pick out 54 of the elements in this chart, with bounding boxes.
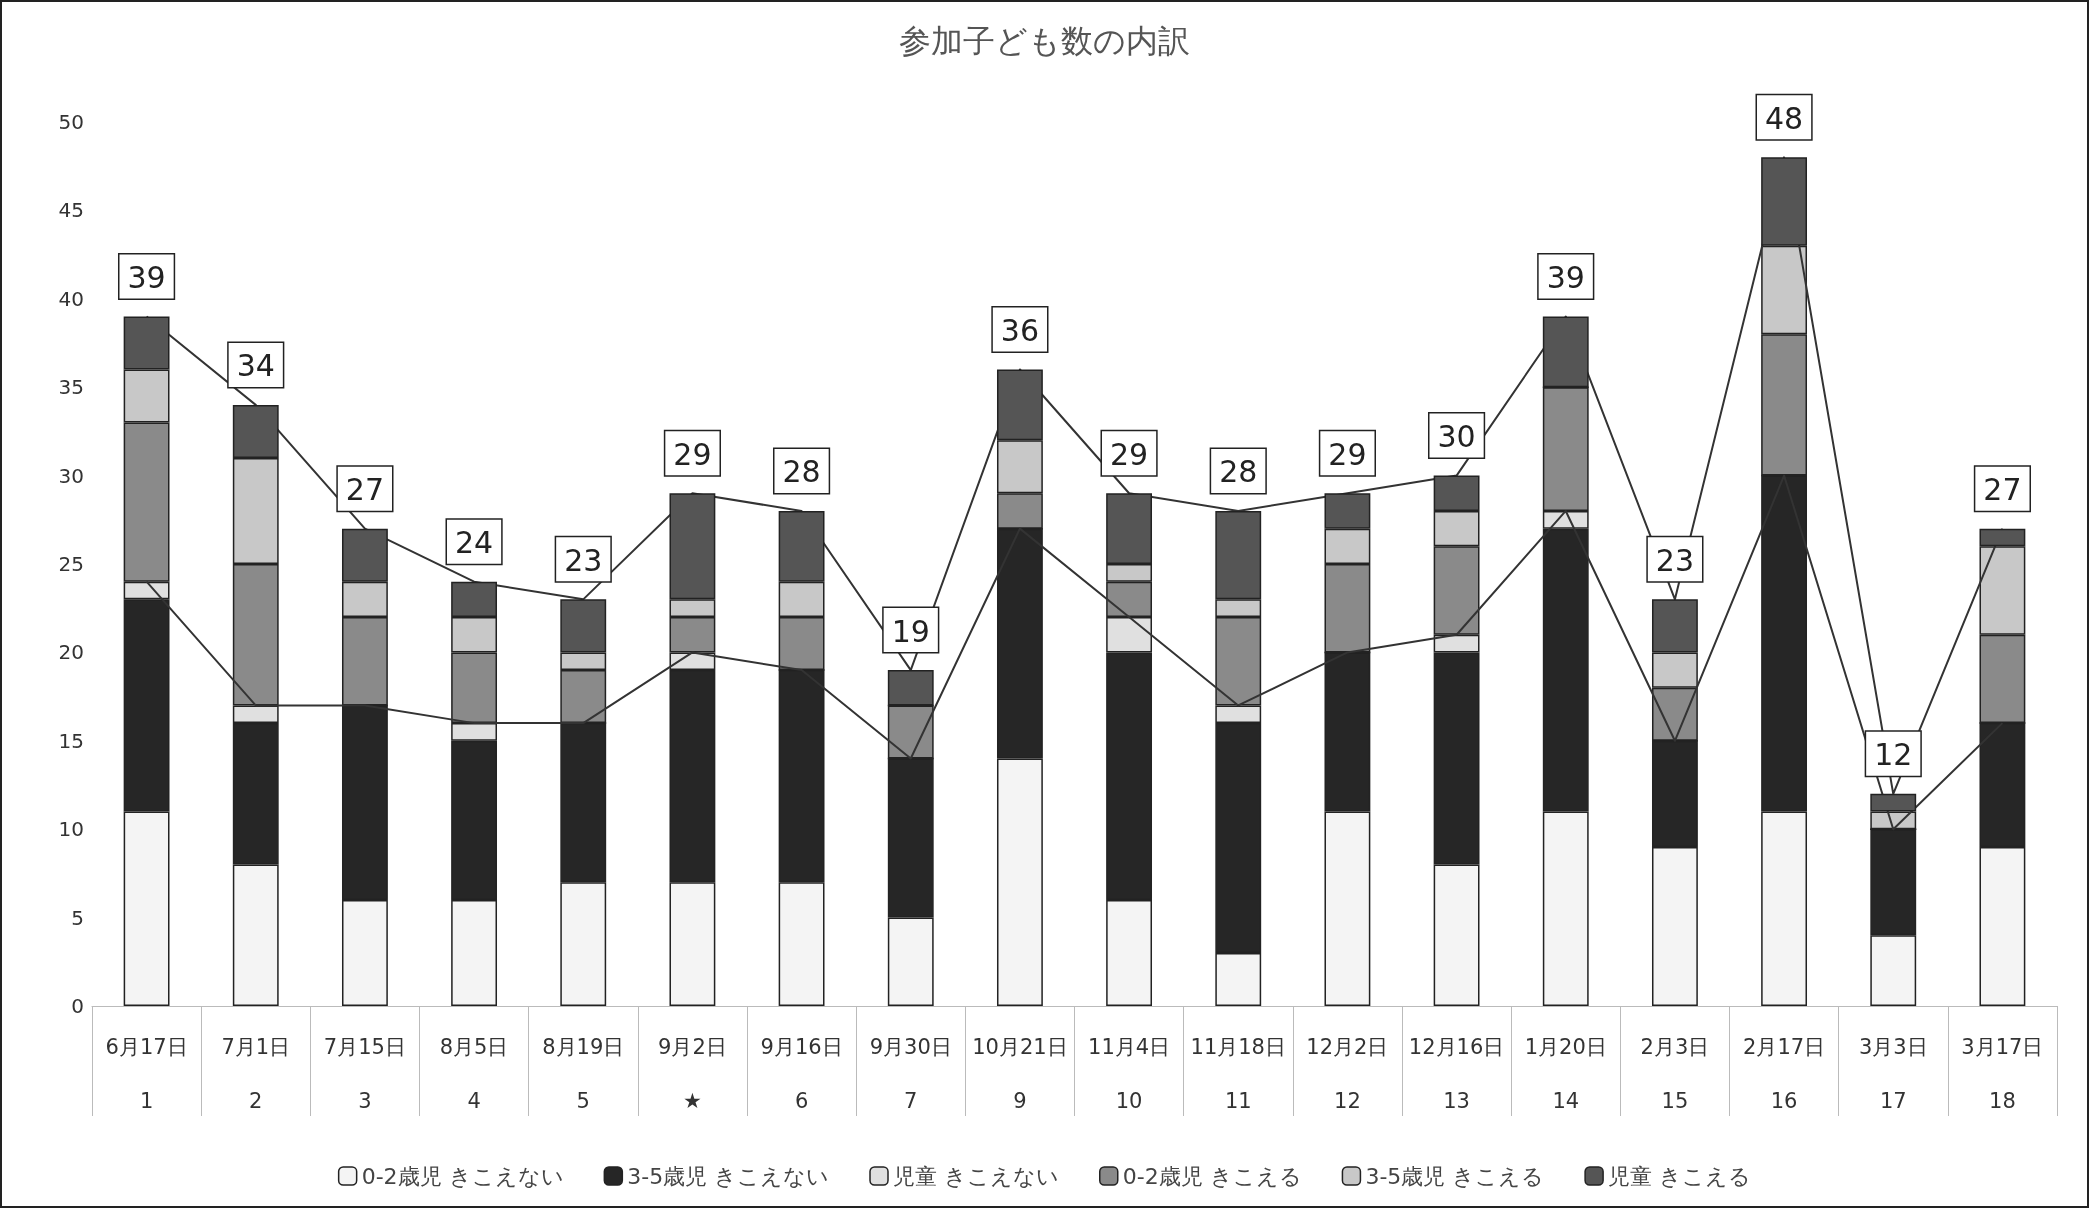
category-label: 10月21日 9 bbox=[972, 1035, 1068, 1113]
category-label: 3月3日 17 bbox=[1858, 1035, 1928, 1113]
y-tick-label: 25 bbox=[58, 552, 84, 576]
category-label: 11月18日 11 bbox=[1190, 1035, 1286, 1113]
total-label: 28 bbox=[782, 454, 821, 490]
y-tick-label: 35 bbox=[58, 375, 84, 400]
total-label: 39 bbox=[1546, 259, 1585, 295]
category-label: 12月2日 12 bbox=[1306, 1035, 1389, 1113]
total-label: 29 bbox=[1328, 436, 1367, 472]
y-tick-label: 40 bbox=[58, 286, 84, 311]
category-label: 2月17日 16 bbox=[1743, 1035, 1826, 1113]
total-label: 27 bbox=[345, 472, 385, 508]
total-label: 34 bbox=[236, 348, 275, 384]
y-tick-label: 45 bbox=[58, 198, 84, 223]
y-tick-label: 0 bbox=[71, 994, 84, 1018]
total-label: 23 bbox=[1655, 542, 1695, 578]
chart-title: 参加子ども数の内訳 bbox=[899, 22, 1190, 60]
total-label: 12 bbox=[1874, 737, 1913, 773]
y-tick-label: 20 bbox=[58, 640, 84, 665]
total-label: 36 bbox=[1000, 313, 1040, 349]
total-label: 39 bbox=[127, 259, 166, 295]
category-label: 7月15日 3 bbox=[323, 1035, 406, 1113]
legend-label: 0-2歳児 きこえる bbox=[1122, 1163, 1302, 1189]
category-label: 1月20日 14 bbox=[1524, 1035, 1607, 1113]
y-tick-label: 15 bbox=[58, 728, 84, 753]
category-label: 8月5日 4 bbox=[439, 1035, 509, 1113]
category-label: 9月16日 6 bbox=[760, 1035, 843, 1113]
y-tick-label: 30 bbox=[58, 463, 84, 488]
total-label: 48 bbox=[1764, 100, 1804, 136]
category-label: 2月3日 15 bbox=[1640, 1035, 1710, 1113]
total-label: 30 bbox=[1437, 419, 1476, 455]
total-label: 19 bbox=[891, 613, 930, 649]
category-label: 9月30日 7 bbox=[869, 1035, 952, 1113]
category-label: 6月17日 1 bbox=[105, 1035, 188, 1113]
category-label: 8月19日 5 bbox=[542, 1035, 625, 1113]
category-label: 3月17日 18 bbox=[1961, 1035, 2044, 1113]
legend-label: 0-2歳児 きこえない bbox=[361, 1163, 564, 1189]
total-label: 24 bbox=[454, 525, 494, 561]
legend-label: 児童 きこえる bbox=[1608, 1163, 1752, 1189]
category-label: 12月16日 13 bbox=[1408, 1035, 1505, 1113]
legend-label: 児童 きこえない bbox=[893, 1163, 1060, 1189]
y-tick-label: 10 bbox=[58, 817, 84, 842]
total-label: 28 bbox=[1219, 454, 1258, 490]
category-label: 11月4日 10 bbox=[1088, 1035, 1171, 1113]
y-tick-label: 50 bbox=[58, 110, 84, 134]
y-tick-label: 5 bbox=[71, 905, 84, 930]
total-label: 23 bbox=[564, 542, 603, 578]
legend-label: 3-5歳児 きこえる bbox=[1365, 1163, 1545, 1189]
total-label: 29 bbox=[673, 436, 712, 472]
category-label: 9月2日 ★ bbox=[658, 1035, 727, 1113]
category-label: 7月1日 2 bbox=[221, 1035, 291, 1113]
total-label: 29 bbox=[1109, 436, 1149, 472]
total-label: 27 bbox=[1983, 472, 2022, 508]
legend-label: 3-5歳児 きこえない bbox=[627, 1163, 830, 1189]
